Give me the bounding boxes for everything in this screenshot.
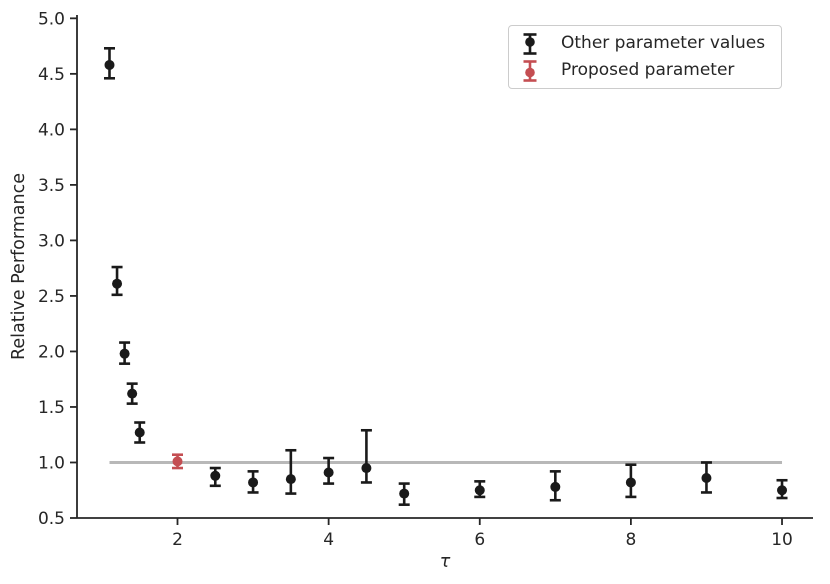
x-tick-label: 4 xyxy=(323,530,334,550)
y-tick-label: 0.5 xyxy=(38,509,65,529)
errorbar-marker-icon xyxy=(523,59,537,82)
y-axis-label: Relative Performance xyxy=(9,173,29,360)
data-point-errorbar xyxy=(134,421,146,444)
data-point-errorbar xyxy=(323,456,335,485)
y-tick-label: 3.5 xyxy=(38,176,65,196)
data-point-errorbar xyxy=(209,466,221,488)
data-point xyxy=(210,470,221,481)
y-tick-label: 2.5 xyxy=(38,287,65,307)
y-tick-label: 2.0 xyxy=(38,342,65,362)
legend-label: Other parameter values xyxy=(561,33,766,53)
data-point xyxy=(285,474,296,485)
data-point xyxy=(474,485,485,496)
axes: 0.5 1.0 1.5 2.0 2.5 3.0 3.5 4.0 4.5 5.0 2 4 6 8 10 xyxy=(38,9,813,550)
data-point xyxy=(550,481,561,492)
data-point-errorbar xyxy=(625,463,637,499)
data-point-errorbar xyxy=(111,265,123,297)
y-tick-label: 5.0 xyxy=(38,9,65,29)
legend-label: Proposed parameter xyxy=(561,60,735,80)
x-tick-label: 6 xyxy=(474,530,485,550)
y-tick-label: 1.0 xyxy=(38,453,65,473)
data-point xyxy=(248,477,259,488)
data-point-errorbar xyxy=(119,341,131,365)
data-point-errorbar xyxy=(172,453,184,470)
legend-item-other-parameter-values: Other parameter values xyxy=(521,30,765,57)
series-proposed-parameter xyxy=(172,453,184,470)
data-point xyxy=(777,485,788,496)
data-point xyxy=(701,473,712,484)
data-point-errorbar xyxy=(776,478,788,500)
data-point xyxy=(119,348,130,359)
legend-item-proposed-parameter: Proposed parameter xyxy=(521,57,765,84)
data-point-errorbar xyxy=(103,47,115,80)
data-point-errorbar xyxy=(285,448,297,495)
y-tick-label: 4.5 xyxy=(38,65,65,85)
x-tick-label: 8 xyxy=(625,530,636,550)
y-tick-label: 3.0 xyxy=(38,231,65,251)
data-point xyxy=(112,278,123,289)
errorbar-marker-icon xyxy=(523,32,537,55)
data-point-errorbar xyxy=(398,482,410,506)
data-point-errorbar xyxy=(700,461,712,494)
x-tick-label: 10 xyxy=(771,530,793,550)
data-point-errorbar xyxy=(360,428,372,484)
series-other-parameter-values xyxy=(103,47,788,506)
data-point-errorbar xyxy=(549,470,561,502)
y-tick-label: 1.5 xyxy=(38,398,65,418)
data-point xyxy=(127,388,138,399)
x-tick-label: 2 xyxy=(172,530,183,550)
data-point xyxy=(625,477,636,488)
data-point-errorbar xyxy=(126,382,138,405)
data-point-errorbar xyxy=(247,470,259,494)
x-axis-label: τ xyxy=(440,552,451,572)
data-point xyxy=(361,463,372,474)
legend: Other parameter values Proposed paramete… xyxy=(508,25,783,89)
data-point xyxy=(104,59,115,70)
data-point xyxy=(172,456,183,467)
data-point xyxy=(323,467,334,478)
data-point xyxy=(399,488,410,499)
y-tick-label: 4.0 xyxy=(38,120,65,140)
data-point-errorbar xyxy=(474,480,486,499)
data-point xyxy=(134,427,145,438)
